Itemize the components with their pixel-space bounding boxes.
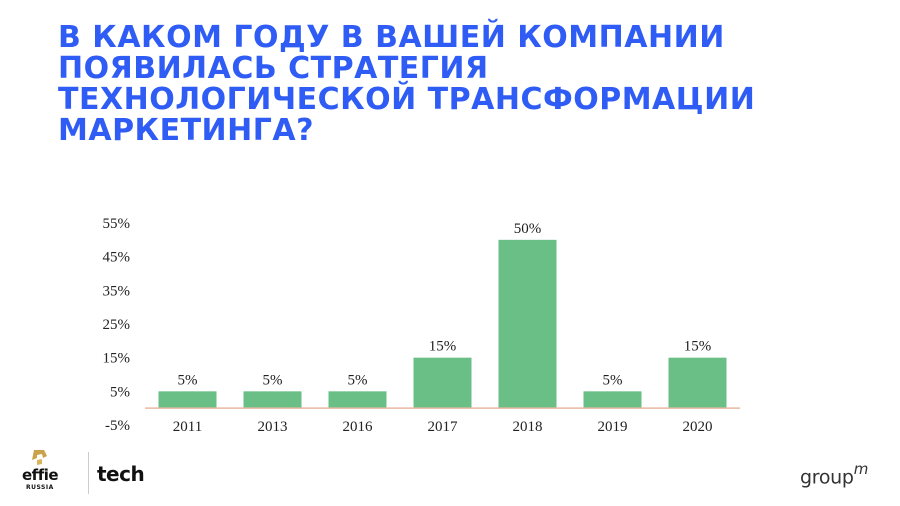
data-label: 5% (263, 372, 283, 388)
bar (668, 357, 727, 409)
bar (328, 391, 387, 409)
y-tick-label: 15% (103, 351, 131, 367)
bar (498, 239, 557, 409)
groupm-logo-text: group (800, 466, 854, 489)
title-line-4: МАРКЕТИНГА? (58, 113, 314, 148)
x-tick-label: 2017 (428, 419, 459, 435)
logo-divider (88, 452, 89, 494)
bar (158, 391, 217, 409)
data-label: 5% (178, 372, 198, 388)
effie-logo-icon (32, 450, 47, 465)
x-tick-label: 2013 (258, 419, 288, 435)
data-label: 50% (514, 221, 542, 237)
title-line-2: ПОЯВИЛАСЬ СТРАТЕГИЯ (58, 51, 489, 86)
data-label: 15% (429, 339, 457, 355)
x-tick-label: 2019 (598, 419, 628, 435)
data-label: 5% (603, 372, 623, 388)
y-tick-label: 45% (103, 250, 131, 266)
title-line-1: В КАКОМ ГОДУ В ВАШЕЙ КОМПАНИИ (58, 20, 725, 55)
x-tick-label: 2016 (343, 419, 374, 435)
y-tick-label: 25% (103, 317, 131, 333)
x-tick-label: 2020 (683, 419, 713, 435)
effie-logo-text: effie (22, 466, 59, 484)
y-tick-label: 35% (103, 283, 131, 299)
effie-logo-subtext: RUSSIA (26, 484, 54, 491)
groupm-logo-superscript: m (853, 460, 869, 478)
groupm-logo: groupm (800, 460, 869, 489)
page-title: В КАКОМ ГОДУ В ВАШЕЙ КОМПАНИИ ПОЯВИЛАСЬ … (58, 22, 858, 146)
x-tick-label: 2018 (513, 419, 543, 435)
tech-logo-text: tech (97, 462, 145, 486)
data-label: 5% (348, 372, 368, 388)
data-label: 15% (684, 339, 712, 355)
footer-logos: effie RUSSIA tech (20, 448, 150, 498)
bar (583, 391, 642, 409)
bar (413, 357, 472, 409)
y-tick-label: 55% (103, 216, 131, 232)
x-tick-label: 2011 (173, 419, 202, 435)
y-tick-label: -5% (105, 418, 130, 434)
title-line-3: ТЕХНОЛОГИЧЕСКОЙ ТРАНСФОРМАЦИИ (58, 82, 756, 117)
bar (243, 391, 302, 409)
y-tick-label: 5% (110, 384, 130, 400)
